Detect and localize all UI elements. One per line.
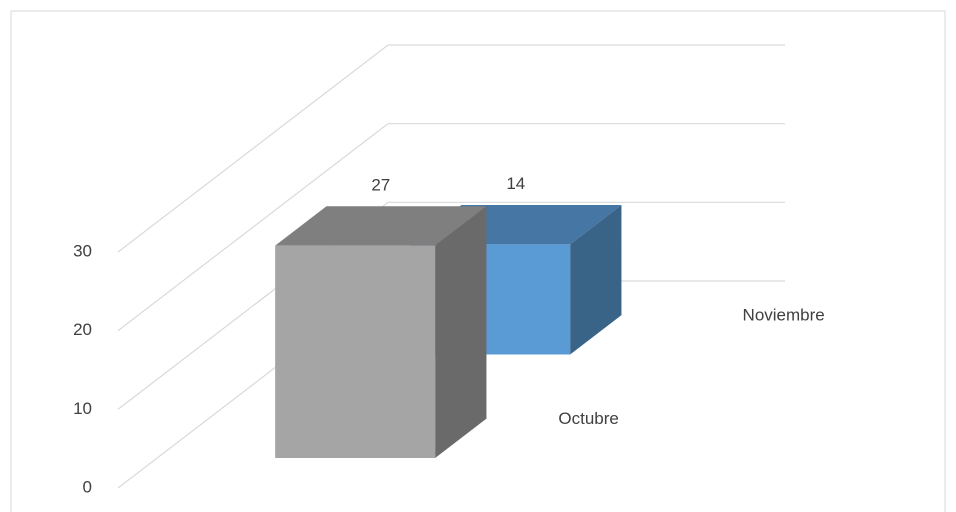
bar-front (275, 245, 436, 458)
category-label: Noviembre (743, 306, 825, 325)
chart-frame (10, 10, 946, 512)
y-tick-label: 20 (73, 320, 92, 339)
y-tick-label: 0 (83, 477, 92, 496)
grid-line (117, 201, 785, 410)
bar-side (435, 206, 487, 458)
category-label: Octubre (558, 409, 618, 428)
bar (275, 206, 487, 458)
bar-side (570, 205, 622, 355)
bar-top (275, 206, 487, 246)
grid-line (117, 44, 785, 253)
y-tick-label: 10 (73, 399, 92, 418)
data-label: 27 (371, 175, 390, 194)
grid-line (117, 123, 785, 332)
data-label: 14 (506, 174, 525, 193)
y-tick-label: 30 (73, 241, 92, 260)
